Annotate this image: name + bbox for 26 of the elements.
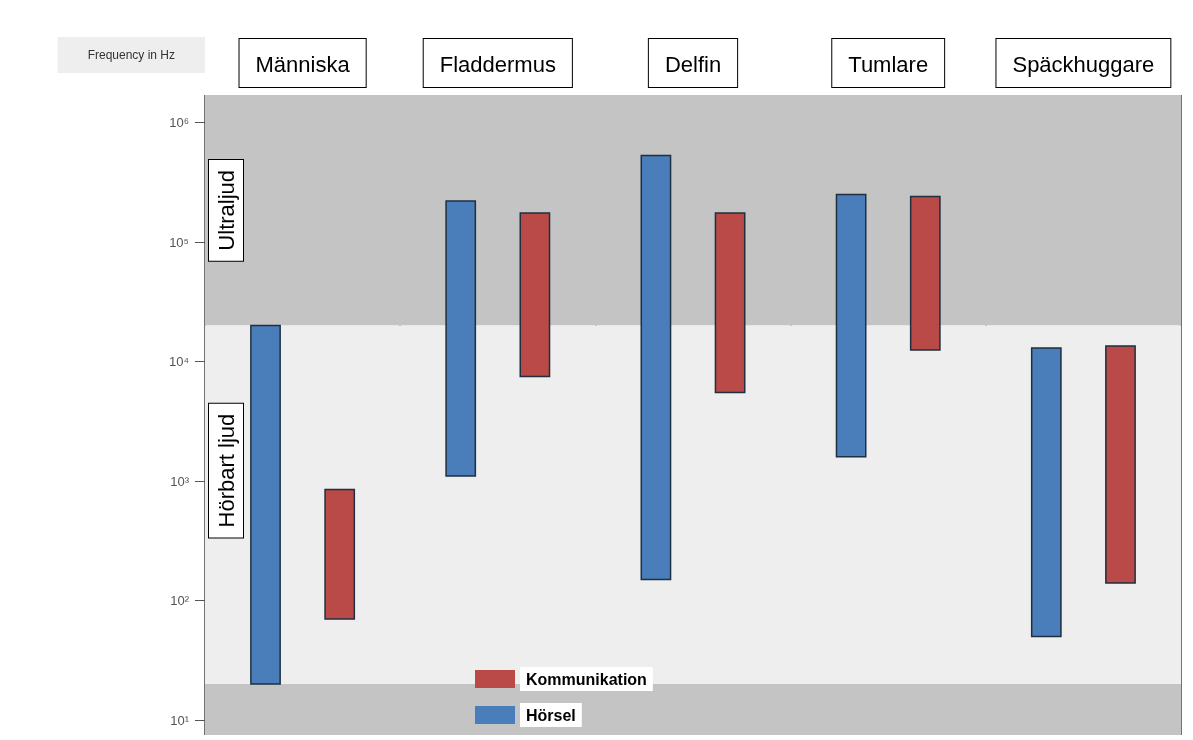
- y-tick-label: 10⁴: [168, 354, 189, 370]
- x-tick-label: Människa: [255, 51, 351, 77]
- y-tick-label: 10⁵: [169, 234, 189, 250]
- bar: [1030, 347, 1062, 638]
- legend-label: Kommunikation: [526, 670, 647, 688]
- band-label: Hörbart ljud: [213, 413, 239, 528]
- y-tick-label: 10³: [170, 473, 190, 489]
- x-tick-label: Fladdermus: [439, 51, 556, 77]
- y-axis-title: Frequency in Hz: [87, 48, 175, 62]
- x-tick-label: Tumlare: [848, 51, 929, 77]
- y-tick-label: 10⁶: [169, 115, 189, 131]
- bar: [640, 154, 672, 581]
- bar: [445, 200, 477, 477]
- bar: [324, 488, 356, 620]
- bar: [250, 324, 281, 685]
- x-tick-label: Delfin: [664, 51, 722, 77]
- y-tick-label: 10¹: [170, 712, 190, 728]
- legend-label: Hörsel: [526, 706, 576, 724]
- bar: [835, 193, 867, 458]
- bar: [714, 212, 746, 394]
- bar: [1105, 345, 1136, 584]
- bar: [519, 212, 551, 378]
- bar: [909, 195, 941, 351]
- y-tick-label: 10²: [170, 593, 190, 609]
- x-tick-label: Späckhuggare: [1012, 51, 1155, 77]
- band-label: Ultraljud: [213, 169, 239, 251]
